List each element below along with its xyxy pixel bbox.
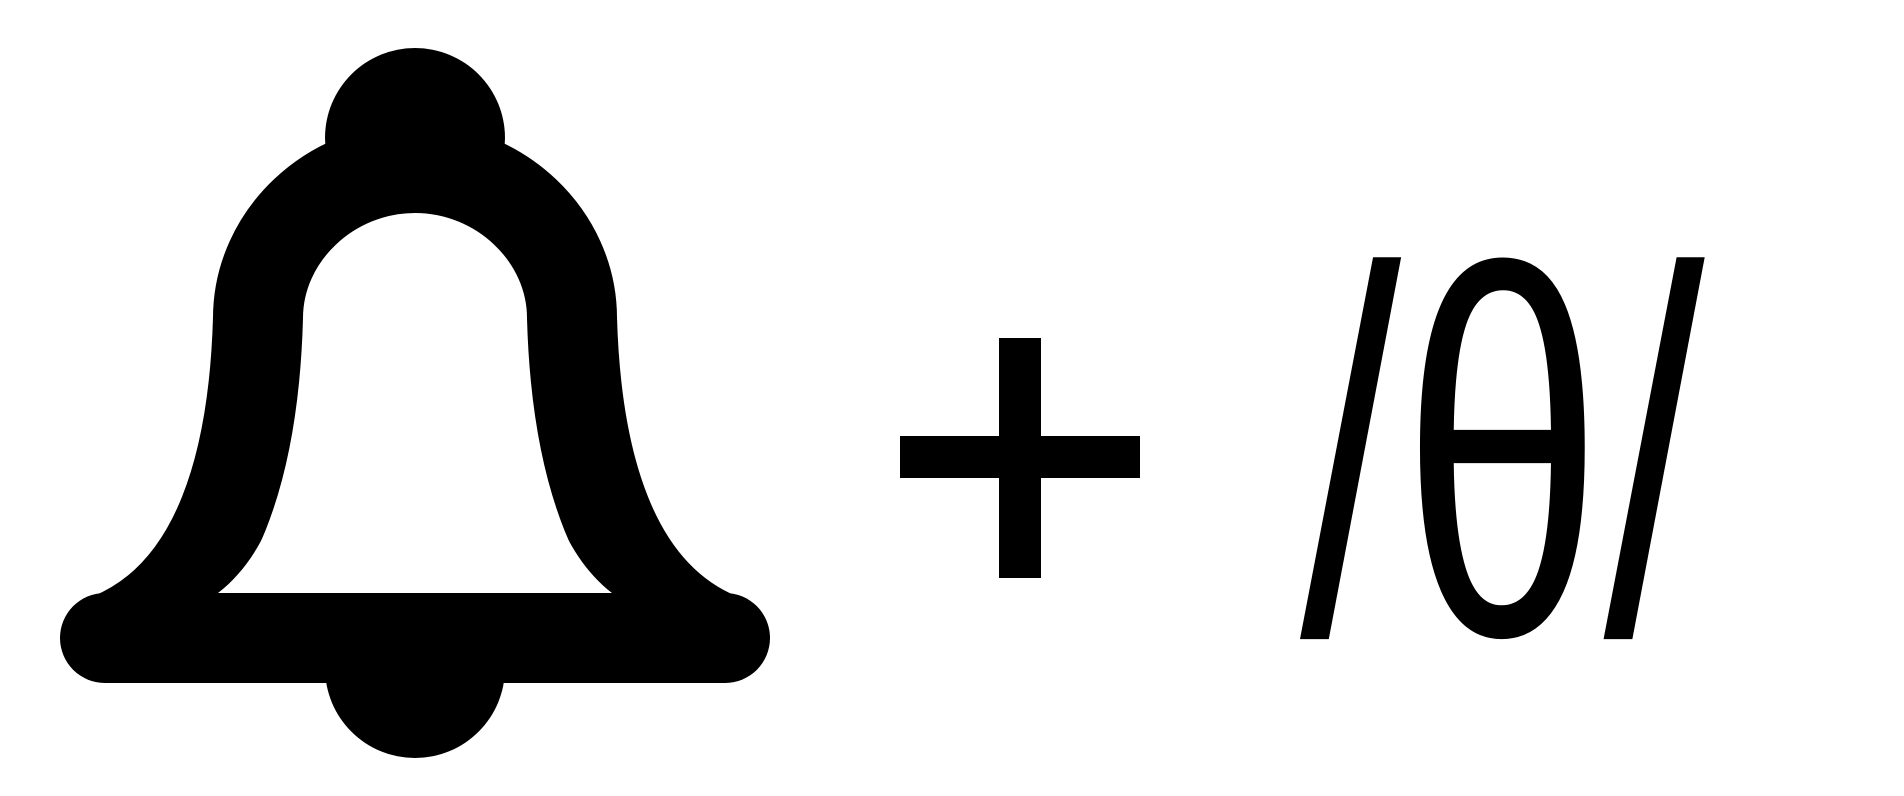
plus-icon [900,338,1140,578]
plus-vertical-bar [999,338,1041,578]
bell-opening [218,214,612,593]
bell-base [60,593,770,683]
phoneme-theta: /θ/ [1300,164,1705,745]
bell-icon [60,48,770,758]
